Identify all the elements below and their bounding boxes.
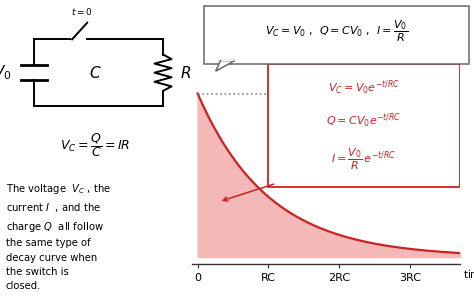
Text: $Q = CV_0 e^{-t/RC}$: $Q = CV_0 e^{-t/RC}$ (327, 112, 401, 130)
Text: $t=0$: $t=0$ (71, 6, 92, 17)
Text: $V_C = V_0 e^{-t/RC}$: $V_C = V_0 e^{-t/RC}$ (328, 78, 400, 97)
Text: $V_0$: $V_0$ (0, 63, 11, 82)
Text: time $\rightarrow$: time $\rightarrow$ (463, 268, 474, 280)
Text: $V_C = \dfrac{Q}{C} = IR$: $V_C = \dfrac{Q}{C} = IR$ (60, 132, 130, 159)
Text: $I = \dfrac{V_0}{R}\, e^{-t/RC}$: $I = \dfrac{V_0}{R}\, e^{-t/RC}$ (331, 146, 397, 172)
Text: $R$: $R$ (180, 65, 191, 81)
Text: $C$: $C$ (89, 65, 101, 81)
FancyBboxPatch shape (268, 64, 460, 187)
Text: The voltage  $V_C$ , the
current $I$  , and the
charge $Q$  all follow
the same : The voltage $V_C$ , the current $I$ , an… (6, 182, 111, 291)
Text: $V_C = V_0$ ,  $Q = CV_0$ ,  $I = \dfrac{V_0}{R}$: $V_C = V_0$ , $Q = CV_0$ , $I = \dfrac{V… (265, 19, 408, 45)
